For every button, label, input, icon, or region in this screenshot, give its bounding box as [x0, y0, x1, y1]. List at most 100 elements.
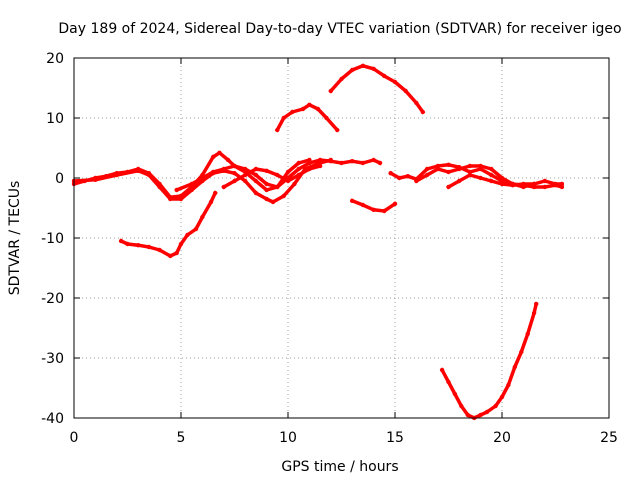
data-point — [146, 172, 152, 178]
data-point — [232, 171, 237, 176]
data-point — [525, 331, 530, 337]
data-point — [307, 160, 312, 166]
data-point — [178, 241, 184, 247]
data-point — [315, 106, 321, 112]
data-point — [264, 181, 269, 187]
data-point — [424, 166, 430, 172]
data-point — [221, 184, 226, 190]
data-point — [446, 169, 451, 175]
x-tick-label: 10 — [279, 430, 297, 446]
data-point — [174, 187, 179, 193]
data-point — [296, 172, 301, 178]
data-point — [382, 208, 387, 214]
data-point — [446, 184, 451, 190]
data-point — [317, 163, 323, 169]
data-point — [489, 178, 494, 184]
chart-title: Day 189 of 2024, Sidereal Day-to-day VTE… — [58, 21, 621, 37]
x-tick-label: 15 — [386, 430, 404, 446]
data-point — [285, 169, 291, 175]
data-point — [350, 198, 355, 203]
data-point — [478, 163, 483, 169]
data-point — [452, 391, 458, 397]
data-point — [392, 79, 398, 85]
data-point — [506, 382, 511, 388]
data-point — [446, 162, 451, 167]
data-point — [489, 172, 494, 178]
data-point — [388, 171, 393, 176]
data-point — [253, 172, 259, 178]
data-point — [499, 181, 505, 187]
data-series — [71, 63, 565, 421]
x-tick-label: 0 — [70, 430, 79, 446]
data-point — [221, 166, 226, 172]
data-point — [371, 66, 376, 72]
y-tick-label: 0 — [55, 171, 64, 187]
data-point — [253, 190, 259, 196]
data-point — [499, 394, 505, 400]
data-point — [189, 181, 194, 187]
data-point — [307, 102, 312, 108]
axis-ticks: 0 5 10 15 20 25 -40 -30 -20 -10 0 10 20 — [41, 51, 618, 446]
data-point — [168, 253, 173, 259]
data-point — [531, 310, 537, 316]
data-point — [275, 127, 280, 133]
data-point — [542, 184, 547, 190]
data-point — [499, 175, 505, 181]
data-point — [339, 76, 344, 82]
data-point — [296, 160, 301, 166]
data-point — [264, 168, 269, 173]
data-point — [435, 166, 440, 172]
data-point — [213, 190, 218, 196]
data-point — [531, 181, 537, 187]
data-point — [457, 166, 462, 172]
data-point — [210, 169, 216, 175]
data-point — [484, 409, 490, 415]
data-point — [467, 172, 473, 178]
x-tick-label: 25 — [600, 430, 618, 446]
data-point — [136, 168, 141, 173]
data-point — [420, 109, 425, 115]
data-point — [317, 157, 323, 163]
data-point — [264, 187, 269, 193]
data-point — [253, 178, 259, 184]
data-point — [324, 115, 329, 121]
data-point — [489, 166, 494, 172]
data-point — [414, 178, 419, 184]
data-point — [339, 160, 344, 166]
data-point — [253, 166, 259, 172]
data-point — [200, 214, 205, 220]
y-tick-label: 20 — [46, 51, 64, 67]
data-point — [371, 157, 376, 163]
data-point — [335, 127, 340, 133]
data-point — [397, 175, 402, 181]
y-axis-label: SDTVAR / TECUs — [7, 181, 23, 296]
data-point — [382, 73, 387, 79]
data-point — [275, 184, 280, 190]
data-point — [360, 160, 366, 166]
data-point — [225, 157, 231, 163]
data-point — [281, 115, 286, 121]
data-point — [392, 201, 398, 206]
data-point — [360, 202, 366, 208]
data-point — [208, 199, 214, 205]
data-point — [189, 187, 194, 193]
data-point — [270, 199, 276, 205]
series-track-5 — [118, 190, 218, 258]
data-point — [478, 175, 483, 181]
data-point — [377, 160, 383, 166]
data-point — [439, 367, 445, 373]
data-point — [559, 181, 565, 187]
data-point — [553, 181, 558, 187]
data-point — [328, 88, 333, 94]
data-point — [300, 106, 306, 112]
data-point — [350, 67, 355, 73]
data-point — [243, 178, 248, 184]
data-point — [232, 163, 237, 169]
data-point — [467, 163, 473, 169]
data-point — [264, 196, 269, 202]
data-point — [296, 166, 301, 172]
data-point — [534, 301, 539, 307]
data-point — [457, 178, 462, 184]
data-point — [414, 100, 419, 106]
